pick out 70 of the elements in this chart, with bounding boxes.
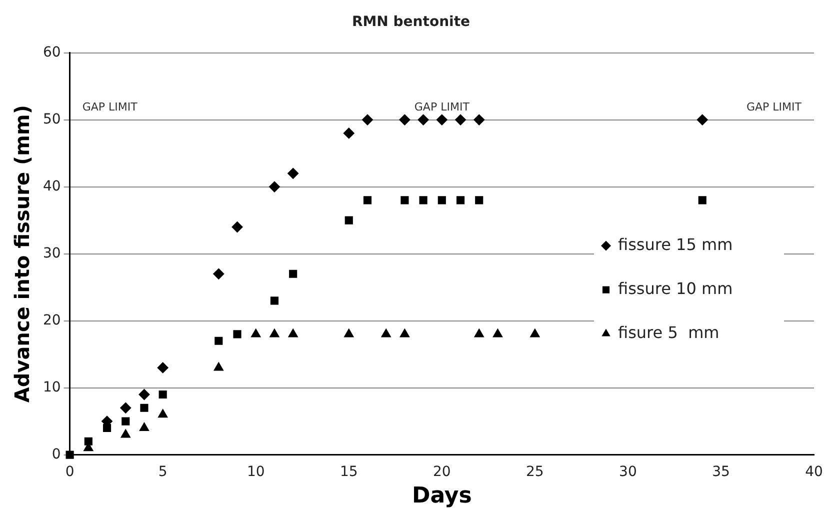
point	[475, 196, 484, 204]
point	[456, 196, 465, 204]
x-tick-label: 5	[158, 464, 168, 480]
point	[270, 328, 280, 338]
point	[157, 362, 168, 374]
y-tick-label: 30	[42, 245, 61, 262]
point	[419, 196, 428, 204]
point	[288, 328, 298, 338]
legend-label: fissure 15 mm	[618, 234, 733, 254]
point	[232, 222, 243, 232]
point	[139, 422, 150, 431]
point	[122, 417, 130, 426]
point	[455, 114, 466, 126]
annotation: GAP LIMIT	[82, 100, 138, 114]
x-tick-label: 40	[805, 464, 823, 480]
x-axis-title: Days	[412, 484, 472, 509]
point	[138, 389, 150, 400]
point	[438, 196, 446, 204]
point	[343, 128, 354, 139]
point	[214, 362, 224, 371]
y-tick-label: 0	[52, 446, 61, 462]
point	[418, 114, 429, 126]
y-tick-label: 10	[42, 379, 61, 396]
point	[158, 409, 168, 418]
legend-label: fisure 5 mm	[618, 322, 720, 342]
point	[530, 328, 540, 338]
point	[268, 181, 280, 192]
point	[120, 402, 132, 414]
point	[381, 328, 391, 338]
x-tick-label: 30	[619, 464, 637, 480]
point	[289, 270, 298, 278]
point	[214, 336, 223, 345]
point	[270, 296, 278, 305]
y-tick-label: 40	[42, 178, 61, 194]
point	[474, 328, 484, 338]
x-tick-label: 20	[432, 464, 451, 480]
point	[344, 216, 353, 224]
point	[400, 328, 410, 338]
point	[251, 328, 261, 338]
point	[233, 330, 242, 338]
point	[120, 429, 130, 438]
annotation: GAP LIMIT	[414, 100, 470, 114]
point	[344, 328, 354, 338]
point	[492, 328, 503, 338]
point	[363, 196, 372, 204]
x-tick-label: 25	[526, 464, 544, 480]
point	[213, 268, 224, 280]
point	[436, 114, 448, 126]
point	[698, 196, 706, 204]
point	[288, 168, 299, 179]
point	[399, 114, 410, 126]
x-tick-label: 15	[340, 464, 358, 480]
legend-label: fissure 10 mm	[618, 278, 733, 298]
annotation: GAP LIMIT	[746, 100, 802, 114]
x-tick-label: 35	[712, 464, 730, 480]
point	[362, 114, 373, 126]
point	[84, 437, 92, 446]
point	[474, 114, 485, 126]
point	[696, 114, 708, 126]
point	[140, 404, 148, 412]
y-axis-title: Advance into fissure (mm)	[10, 105, 34, 403]
x-tick-label: 0	[65, 464, 74, 480]
y-tick-label: 50	[42, 111, 61, 128]
chart-title: RMN bentonite	[352, 14, 470, 30]
point	[400, 196, 409, 204]
point	[158, 390, 167, 399]
y-tick-label: 20	[42, 312, 61, 328]
y-tick-label: 60	[42, 44, 61, 60]
point	[66, 450, 74, 459]
x-tick-label: 10	[246, 464, 265, 480]
